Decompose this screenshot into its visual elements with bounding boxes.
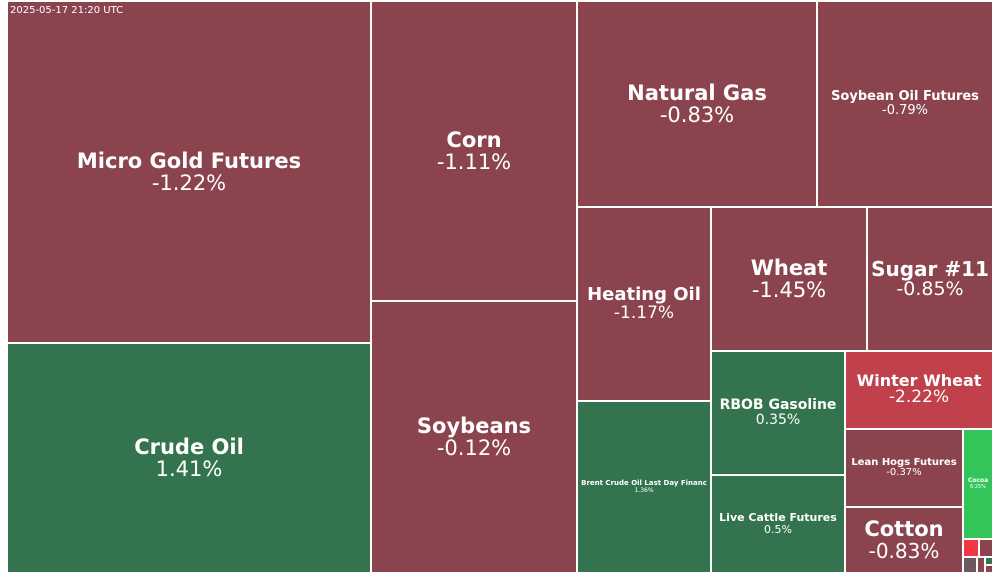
timestamp-label: 2025-05-17 21:20 UTC: [10, 5, 124, 16]
tile-change-label: -0.83%: [868, 538, 940, 563]
treemap-tile-crude-oil[interactable]: Crude Oil 1.41%: [6, 342, 372, 574]
treemap-tile-cocoa[interactable]: Cocoa 6.25%: [962, 428, 994, 540]
tile-change-label: -0.79%: [882, 103, 928, 118]
treemap-tile-lean-hogs-futures[interactable]: Lean Hogs Futures -0.37%: [844, 428, 964, 508]
tile-name-label: Natural Gas: [627, 80, 767, 105]
treemap-tile-winter-wheat[interactable]: Winter Wheat -2.22%: [844, 350, 994, 430]
tile-name-label: Cocoa: [967, 477, 989, 485]
tile-change-label: 6.25%: [970, 483, 986, 490]
tile-name-label: Sugar #11: [871, 256, 989, 281]
treemap-tile-minor-2[interactable]: [978, 538, 994, 558]
treemap-tile-soybeans[interactable]: Soybeans -0.12%: [370, 300, 578, 574]
tile-name-label: Lean Hogs Futures: [851, 456, 957, 468]
tile-change-label: 1.36%: [634, 486, 654, 494]
tile-change-label: -1.11%: [436, 150, 512, 174]
tile-name-label: Brent Crude Oil Last Day Financ: [581, 479, 707, 488]
tile-change-label: -1.45%: [751, 278, 827, 302]
treemap-tile-heating-oil[interactable]: Heating Oil -1.17%: [576, 206, 712, 402]
treemap-tile-corn[interactable]: Corn -1.11%: [370, 0, 578, 302]
tile-name-label: Wheat: [750, 255, 828, 280]
tile-change-label: -0.37%: [886, 467, 922, 478]
tile-name-label: Micro Gold Futures: [76, 148, 302, 173]
treemap-tile-soybean-oil-futures[interactable]: Soybean Oil Futures -0.79%: [816, 0, 994, 208]
tile-change-label: 0.35%: [755, 412, 801, 428]
tile-name-label: RBOB Gasoline: [719, 397, 837, 414]
tile-name-label: Live Cattle Futures: [719, 511, 837, 525]
tile-change-label: 1.41%: [155, 457, 223, 481]
treemap-tile-brent-crude-oil-last-day-financ[interactable]: Brent Crude Oil Last Day Financ 1.36%: [576, 400, 712, 574]
treemap-tile-rbob-gasoline[interactable]: RBOB Gasoline 0.35%: [710, 350, 846, 476]
treemap-tile-wheat[interactable]: Wheat -1.45%: [710, 206, 868, 352]
tile-change-label: -1.17%: [613, 302, 675, 323]
treemap-tile-cotton[interactable]: Cotton -0.83%: [844, 506, 964, 574]
tile-name-label: Soybean Oil Futures: [831, 89, 979, 105]
tile-change-label: -1.22%: [151, 171, 227, 195]
treemap-tile-micro-gold-futures[interactable]: Micro Gold Futures -1.22%: [6, 0, 372, 344]
tile-change-label: -2.22%: [888, 387, 950, 408]
tile-name-label: Soybeans: [416, 413, 532, 438]
tile-name-label: Winter Wheat: [856, 370, 982, 390]
treemap-tile-natural-gas[interactable]: Natural Gas -0.83%: [576, 0, 818, 208]
tile-name-label: Cotton: [864, 517, 944, 542]
treemap-tile-live-cattle-futures[interactable]: Live Cattle Futures 0.5%: [710, 474, 846, 574]
tile-change-label: 0.5%: [764, 523, 792, 536]
treemap-tile-sugar-11[interactable]: Sugar #11 -0.85%: [866, 206, 994, 352]
tile-change-label: -0.83%: [659, 103, 735, 127]
tile-change-label: -0.85%: [896, 277, 964, 300]
treemap-tile-minor-6[interactable]: [984, 564, 994, 574]
tile-name-label: Heating Oil: [587, 283, 701, 305]
tile-name-label: Corn: [446, 127, 502, 152]
tile-change-label: -0.12%: [436, 436, 512, 460]
tile-name-label: Crude Oil: [134, 434, 244, 459]
